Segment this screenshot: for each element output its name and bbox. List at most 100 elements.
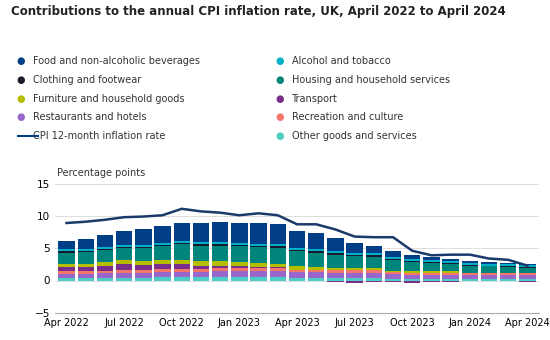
Bar (424, 263, 439, 271)
Bar (289, 250, 305, 252)
Bar (327, 280, 344, 282)
Bar (519, 268, 536, 273)
Text: Alcohol and tobacco: Alcohol and tobacco (292, 56, 390, 66)
Bar (231, 268, 248, 271)
Bar (346, 268, 363, 270)
Bar (250, 268, 267, 271)
Bar (481, 264, 497, 266)
Bar (116, 265, 133, 270)
Bar (97, 262, 113, 266)
Bar (231, 262, 248, 266)
Bar (78, 251, 94, 252)
Text: ●: ● (16, 112, 25, 122)
Bar (424, 257, 439, 260)
Bar (289, 272, 305, 278)
Text: Percentage points: Percentage points (57, 168, 145, 179)
Bar (116, 231, 133, 245)
Bar (270, 246, 286, 248)
Bar (58, 252, 75, 253)
Bar (250, 263, 267, 267)
Bar (366, 278, 382, 280)
Bar (404, 280, 420, 283)
Bar (443, 261, 459, 263)
Bar (212, 268, 228, 271)
Bar (58, 241, 75, 250)
Bar (231, 223, 248, 243)
Bar (212, 242, 228, 244)
Bar (461, 261, 478, 263)
Bar (519, 275, 536, 278)
Bar (155, 243, 170, 245)
Bar (174, 243, 190, 244)
Bar (78, 271, 94, 274)
Bar (193, 277, 209, 280)
Bar (308, 278, 324, 280)
Bar (404, 261, 420, 262)
Bar (155, 277, 170, 280)
Bar (461, 280, 478, 281)
Bar (461, 263, 478, 265)
Bar (135, 265, 151, 270)
Bar (461, 275, 478, 278)
Bar (135, 261, 151, 265)
Bar (174, 277, 190, 280)
Bar (212, 271, 228, 277)
Bar (308, 280, 324, 281)
Bar (461, 265, 478, 266)
Text: ●: ● (275, 94, 283, 104)
Bar (404, 255, 420, 259)
Bar (193, 269, 209, 272)
Bar (97, 266, 113, 271)
Bar (193, 266, 209, 269)
Bar (443, 258, 459, 261)
Bar (116, 260, 133, 265)
Bar (174, 269, 190, 272)
Bar (500, 263, 516, 265)
Bar (289, 231, 305, 248)
Bar (346, 243, 363, 253)
Bar (366, 268, 382, 270)
Bar (385, 274, 401, 278)
Bar (289, 280, 305, 281)
Bar (424, 271, 439, 273)
Bar (404, 262, 420, 271)
Bar (519, 265, 536, 267)
Bar (346, 256, 363, 268)
Bar (155, 245, 170, 246)
Bar (461, 278, 478, 280)
Bar (404, 271, 420, 273)
Bar (155, 226, 170, 243)
Bar (500, 266, 516, 267)
Bar (366, 273, 382, 278)
Bar (308, 267, 324, 270)
Bar (327, 270, 344, 273)
Text: Clothing and footwear: Clothing and footwear (33, 75, 141, 85)
Bar (308, 252, 324, 253)
Bar (116, 245, 133, 247)
Bar (78, 264, 94, 267)
Bar (58, 278, 75, 280)
Text: CPI 12-month inflation rate: CPI 12-month inflation rate (33, 131, 166, 141)
Bar (289, 278, 305, 280)
Bar (424, 275, 439, 278)
Bar (78, 267, 94, 271)
Text: Other goods and services: Other goods and services (292, 131, 416, 141)
Bar (346, 278, 363, 280)
Bar (116, 273, 133, 278)
Bar (519, 264, 536, 265)
Bar (308, 272, 324, 278)
Bar (212, 277, 228, 280)
Bar (193, 242, 209, 244)
Bar (193, 244, 209, 245)
Bar (212, 244, 228, 245)
Bar (270, 224, 286, 244)
Bar (174, 272, 190, 277)
Bar (231, 245, 248, 246)
Bar (481, 266, 497, 273)
Text: Furniture and household goods: Furniture and household goods (33, 94, 184, 104)
Bar (500, 265, 516, 266)
Bar (385, 251, 401, 257)
Bar (443, 271, 459, 273)
Text: Restaurants and hotels: Restaurants and hotels (33, 112, 146, 122)
Bar (250, 267, 267, 268)
